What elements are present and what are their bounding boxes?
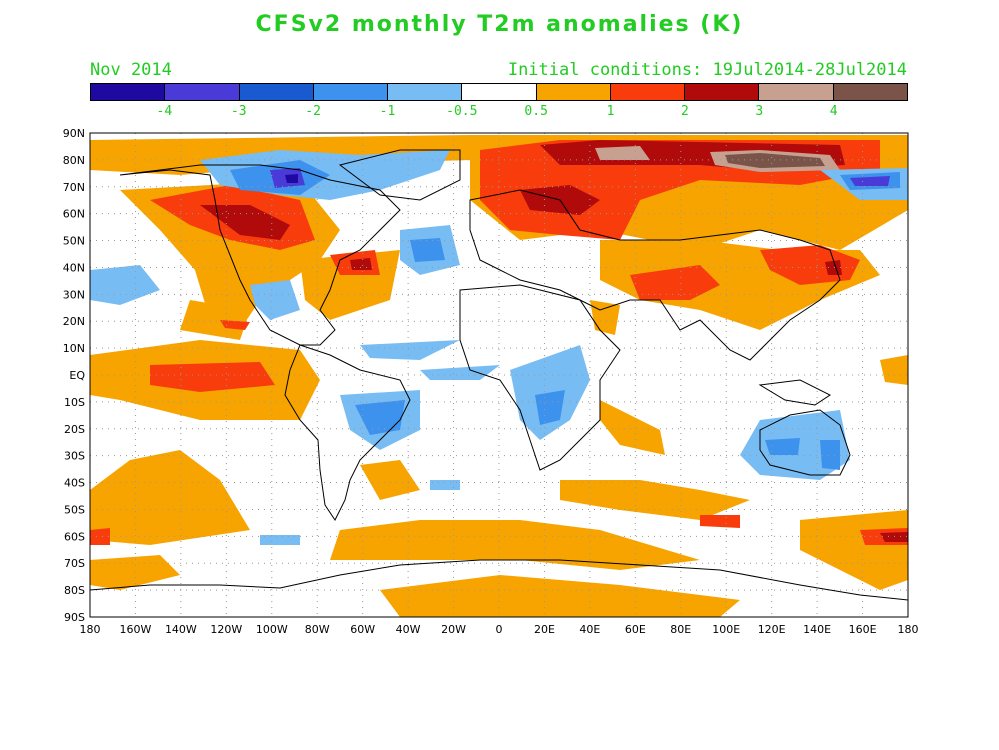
lat-label: 70S bbox=[64, 557, 85, 570]
lat-label: 20N bbox=[63, 315, 85, 328]
lon-label: 120E bbox=[758, 623, 786, 636]
lat-label: 40N bbox=[63, 261, 85, 274]
colorbar-swatch bbox=[313, 84, 389, 100]
colorbar-label: 1 bbox=[606, 104, 615, 119]
anomaly-3-4 bbox=[595, 146, 650, 160]
colorbar-swatch bbox=[610, 84, 686, 100]
lon-label: 100W bbox=[256, 623, 288, 636]
lat-label: 50S bbox=[64, 503, 85, 516]
colorbar-swatch bbox=[536, 84, 611, 100]
lat-label: 70N bbox=[63, 181, 85, 194]
colorbar-swatch bbox=[239, 84, 314, 100]
map-title: CFSv2 monthly T2m anomalies (K) bbox=[255, 12, 744, 37]
colorbar-label: 0.5 bbox=[524, 104, 548, 119]
anomaly-fields bbox=[90, 135, 908, 617]
lon-label: 60W bbox=[350, 623, 375, 636]
lat-label: 10S bbox=[64, 396, 85, 409]
colorbar-label: -3 bbox=[230, 104, 247, 119]
lat-label: EQ bbox=[69, 369, 85, 382]
lat-label: 90S bbox=[64, 611, 85, 624]
colorbar-label: -0.5 bbox=[446, 104, 478, 119]
colorbar-swatch bbox=[685, 84, 760, 100]
lon-label: 120W bbox=[210, 623, 242, 636]
lat-label: 30S bbox=[64, 450, 85, 463]
colorbar-swatch bbox=[388, 84, 463, 100]
forecast-month: Nov 2014 bbox=[90, 60, 172, 80]
lat-label: 80N bbox=[63, 154, 85, 167]
lat-label: 90N bbox=[63, 127, 85, 140]
colorbar-swatch bbox=[91, 84, 166, 100]
lat-label: 60N bbox=[63, 208, 85, 221]
colorbar-label: -4 bbox=[156, 104, 173, 119]
lat-label: 30N bbox=[63, 288, 85, 301]
lon-label: 0 bbox=[496, 623, 503, 636]
lon-label: 180 bbox=[898, 623, 919, 636]
colorbar-swatch bbox=[759, 84, 834, 100]
lon-label: 60E bbox=[625, 623, 646, 636]
colorbar-swatch bbox=[462, 84, 537, 100]
lat-label: 40S bbox=[64, 477, 85, 490]
colorbar-label: 2 bbox=[680, 104, 689, 119]
lon-label: 160W bbox=[120, 623, 152, 636]
anomaly-minus1-minus2 bbox=[230, 160, 900, 470]
lon-label: 140W bbox=[165, 623, 197, 636]
lon-label: 40W bbox=[396, 623, 421, 636]
lat-label: 10N bbox=[63, 342, 85, 355]
colorbar-label: -1 bbox=[379, 104, 396, 119]
lat-label: 80S bbox=[64, 584, 85, 597]
colorbar-swatch bbox=[833, 84, 907, 100]
lon-label: 20W bbox=[441, 623, 466, 636]
lon-label: 40E bbox=[579, 623, 600, 636]
lat-label: 50N bbox=[63, 235, 85, 248]
lon-label: 20E bbox=[534, 623, 555, 636]
colorbar-label: 4 bbox=[829, 104, 838, 119]
lon-label: 160E bbox=[849, 623, 877, 636]
anomaly-below-minus4 bbox=[285, 174, 298, 183]
lon-label: 140E bbox=[803, 623, 831, 636]
colorbar-label: 3 bbox=[755, 104, 764, 119]
lat-label: 60S bbox=[64, 530, 85, 543]
anomaly-above-4 bbox=[725, 153, 825, 168]
lon-label: 180 bbox=[80, 623, 101, 636]
lat-label: 20S bbox=[64, 423, 85, 436]
longitude-labels: 180 160W 140W 120W 100W 80W 60W 40W 20W 0 20E 40E 60… bbox=[80, 623, 919, 636]
coastlines bbox=[90, 149, 908, 601]
lon-label: 100E bbox=[712, 623, 740, 636]
colorbar-label: -2 bbox=[305, 104, 321, 119]
initial-conditions: Initial conditions: 19Jul2014-28Jul2014 bbox=[507, 60, 907, 80]
lon-label: 80E bbox=[670, 623, 691, 636]
plot-frame bbox=[89, 132, 909, 618]
lon-label: 80W bbox=[305, 623, 330, 636]
colorbar bbox=[90, 83, 908, 101]
latitude-labels: 90N 80N 70N 60N 50N 40N 30N 20N 10N EQ 10S 20S 30S 40… bbox=[63, 127, 86, 624]
colorbar-swatch bbox=[165, 84, 240, 100]
lat-lon-grid bbox=[90, 133, 908, 617]
